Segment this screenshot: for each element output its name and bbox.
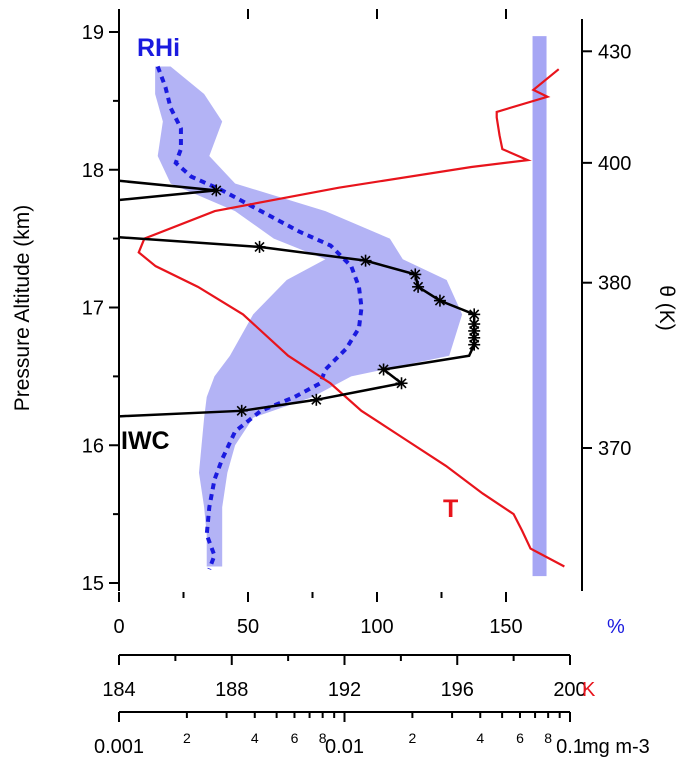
rhi-line [155, 65, 364, 570]
iwc-tick-label: 2 [183, 730, 191, 746]
y-tick-label: 18 [82, 160, 104, 182]
iwc-tick-label: 4 [251, 730, 259, 746]
y2-tick-label: 400 [598, 153, 631, 175]
iwc-tick-label: 6 [291, 730, 299, 746]
y-tick-label: 19 [82, 22, 104, 44]
iwc-point [468, 338, 481, 351]
iwc-point [210, 184, 223, 197]
temperature-tick-label: 184 [102, 679, 135, 701]
series-group [118, 65, 565, 570]
percent-tick-label: 100 [360, 616, 393, 638]
percent-tick-label: 0 [113, 616, 124, 638]
temperature-tick-label: 200 [553, 679, 586, 701]
iwc-point [468, 308, 481, 321]
temperature-unit: K [582, 679, 596, 701]
percent-tick-label: 50 [237, 616, 259, 638]
iwc-tick-label: 2 [408, 730, 416, 746]
iwc-point [377, 363, 390, 376]
vertical-bar-rect [532, 36, 547, 577]
rhi-label: RHi [137, 34, 180, 62]
iwc-point [359, 254, 372, 267]
left-axis-ticks: 15 16 17 18 19 [82, 22, 119, 595]
iwc-tick-label: 0.01 [325, 736, 364, 758]
iwc-tick-label: 0.001 [94, 736, 144, 758]
rhi-range-area [155, 66, 463, 567]
right-axis-ticks: 370 380 400 430 [582, 41, 631, 460]
temperature-tick-label: 188 [215, 679, 248, 701]
iwc-unit: mg m-3 [582, 736, 650, 758]
y2-tick-label: 380 [598, 273, 631, 295]
y-tick-label: 15 [82, 573, 104, 595]
t-line [137, 68, 565, 568]
right-axis: 370 380 400 430 θ (K) [581, 19, 678, 591]
iwc-point [395, 377, 408, 390]
y2-axis-title: θ (K) [655, 285, 678, 331]
y-tick-label: 16 [82, 435, 104, 457]
vertical-bar [532, 36, 547, 577]
iwc-point [310, 393, 323, 406]
annotations: RHi IWC T [121, 34, 458, 523]
iwc-tick-label: 8 [319, 730, 327, 746]
iwc-tick-label: 4 [476, 730, 484, 746]
left-axis: 15 16 17 18 19 Pressure Altitude (km) [11, 19, 120, 595]
iwc-tick-label: 8 [544, 730, 552, 746]
percent-unit: % [607, 616, 625, 638]
t-label: T [443, 495, 458, 523]
y2-tick-label: 370 [598, 438, 631, 460]
temperature-tick-label: 192 [328, 679, 361, 701]
iwc-label: IWC [121, 427, 170, 455]
y2-tick-label: 430 [598, 41, 631, 63]
percent-axis: 0 50 100 150% [113, 592, 625, 638]
iwc-point [235, 404, 248, 417]
iwc-tick-label: 0.1 [556, 736, 584, 758]
iwc-point [409, 268, 422, 281]
percent-tick-label: 150 [489, 616, 522, 638]
iwc-point [433, 294, 446, 307]
iwc-point [412, 280, 425, 293]
rhi-range-band [155, 66, 463, 567]
plot-area [118, 36, 565, 577]
y-tick-label: 17 [82, 298, 104, 320]
temperature-tick-label: 196 [441, 679, 474, 701]
y-axis-title: Pressure Altitude (km) [11, 205, 34, 412]
iwc-point [253, 240, 266, 253]
iwc-axis: 0.001 2 4 6 80.01 2 4 6 8 0.1mg m-3 [94, 711, 650, 758]
iwc-tick-label: 6 [516, 730, 524, 746]
